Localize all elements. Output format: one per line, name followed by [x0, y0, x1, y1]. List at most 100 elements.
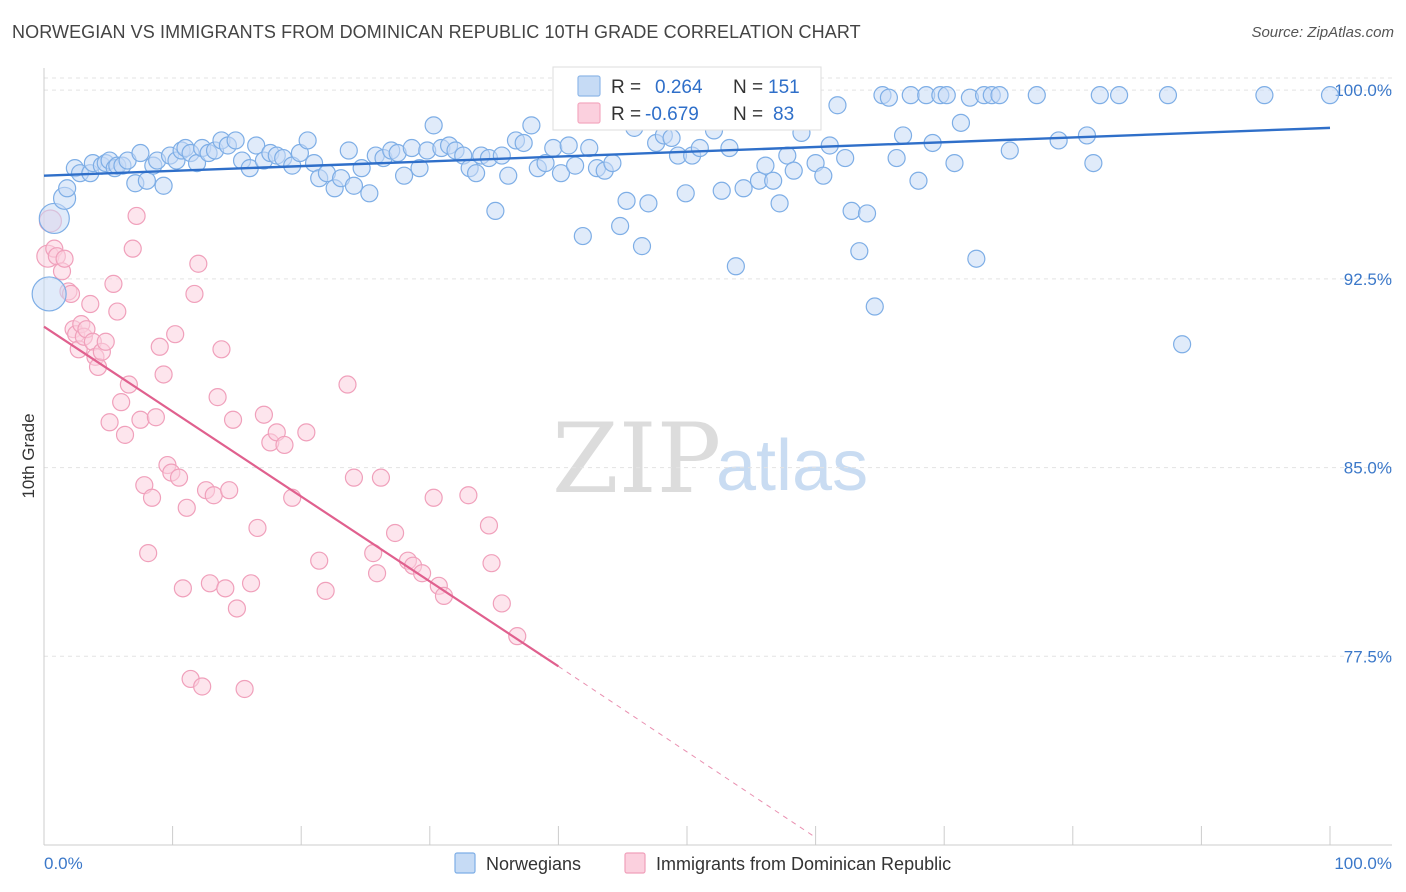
immigrants-point [492, 594, 511, 613]
immigrants-point [142, 488, 162, 507]
stats-n-label: N = [733, 104, 763, 125]
immigrants-point [338, 375, 357, 394]
norwegians-point [58, 179, 77, 198]
immigrants-point [223, 410, 243, 429]
norwegians-point [1173, 335, 1192, 354]
norwegians-point [611, 216, 630, 236]
norwegians-point [764, 171, 783, 190]
immigrants-point [115, 425, 135, 444]
immigrants-point [316, 581, 335, 600]
norwegians-point [536, 154, 555, 173]
norwegians-point [131, 143, 150, 163]
immigrants-point [482, 554, 501, 573]
immigrants-point [139, 544, 158, 563]
norwegians-point [1090, 86, 1109, 105]
norwegians-point [720, 138, 739, 158]
norwegians-point [662, 128, 681, 148]
legend-swatch-norwegians [454, 852, 476, 874]
norwegians-point [154, 176, 173, 195]
norwegians-point [639, 194, 658, 213]
norwegians-point [544, 138, 563, 158]
norwegians-point [784, 161, 803, 180]
y-tick-labels: 100.0% 92.5% 85.0% 77.5% [1334, 81, 1392, 666]
immigrants-point [459, 486, 478, 505]
norwegians-point [836, 148, 855, 168]
immigrants-point [173, 579, 192, 598]
norwegians-point [865, 297, 884, 316]
immigrants-point [275, 435, 294, 455]
immigrants-point [127, 206, 146, 226]
norwegians-point [893, 126, 913, 145]
norwegians-point [850, 242, 869, 261]
legend: Norwegians Immigrants from Dominican Rep… [454, 852, 951, 874]
norwegians-point [842, 201, 861, 221]
norwegians-point [603, 154, 622, 173]
stats-swatch-immigrants [577, 102, 601, 124]
immigrants-point [123, 239, 142, 258]
norwegians-point [1000, 141, 1019, 160]
norwegians-point [402, 138, 421, 158]
immigrants-point [227, 599, 246, 618]
norwegians-point [492, 146, 511, 165]
legend-label-immigrants: Immigrants from Dominican Republic [656, 854, 951, 874]
y-tick-label: 100.0% [1334, 81, 1392, 100]
norwegians-point [226, 131, 245, 150]
immigrants-point [96, 332, 115, 351]
norwegians-point [1320, 86, 1340, 105]
immigrants-point [344, 468, 364, 487]
norwegians-point [814, 166, 833, 185]
immigrants-point [146, 408, 165, 427]
immigrants-point [371, 468, 391, 487]
norwegians-point [828, 96, 847, 115]
norwegians-point [137, 171, 156, 190]
immigrants-point [208, 388, 227, 407]
immigrants-trend-line [43, 325, 560, 668]
norwegians-point [580, 138, 599, 158]
norwegians-point [770, 194, 789, 213]
norwegians-point [909, 171, 928, 190]
norwegians-point [424, 116, 443, 135]
norwegians-point [486, 201, 505, 221]
norwegians-point [676, 184, 695, 203]
x-tick-label: 100.0% [1334, 854, 1392, 873]
immigrants-point [154, 365, 173, 384]
legend-swatch-immigrants [624, 852, 646, 874]
norwegians-point [945, 154, 964, 173]
immigrants-point [220, 481, 239, 500]
immigrants-point [185, 284, 204, 304]
norwegians-point [339, 141, 358, 160]
norwegians-point [1109, 86, 1129, 105]
norwegians-point [1027, 86, 1046, 105]
norwegians-point [466, 164, 486, 183]
norwegians-point [410, 159, 429, 178]
norwegians-point [499, 166, 518, 185]
immigrants-point [241, 574, 261, 593]
y-tick-label: 85.0% [1344, 459, 1392, 478]
stats-n-label: N = [733, 77, 763, 98]
norwegians-point [690, 138, 709, 158]
norwegians-point [344, 176, 364, 195]
norwegians-point [734, 179, 753, 198]
immigrants-point [55, 249, 74, 268]
norwegians-point [352, 159, 371, 178]
immigrants-point [150, 337, 169, 356]
stats-r-label: R = [611, 77, 641, 98]
immigrants-point [189, 254, 208, 273]
norwegians-trend-line [43, 126, 1331, 177]
watermark-zip: ZIP [552, 403, 721, 515]
immigrants-point [297, 423, 316, 442]
axes [43, 68, 1392, 846]
norwegians-point [901, 86, 920, 105]
immigrants-point [193, 677, 212, 696]
immigrants-point [100, 413, 119, 432]
norwegians-point [573, 226, 592, 246]
immigrants-points [36, 206, 527, 699]
norwegians-point [879, 88, 899, 107]
stats-r-value-immigrants: -0.679 [645, 104, 699, 125]
legend-label-norwegians: Norwegians [486, 854, 581, 874]
immigrants-point [131, 410, 150, 429]
immigrants-point [81, 294, 100, 314]
immigrants-point [204, 486, 223, 505]
norwegians-point [990, 86, 1009, 105]
y-tick-label: 77.5% [1344, 647, 1392, 666]
